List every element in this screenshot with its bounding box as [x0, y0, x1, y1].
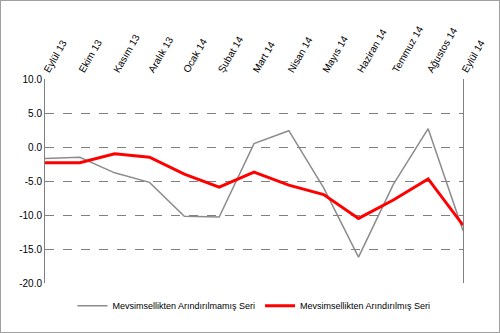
svg-text:Şubat 14: Şubat 14 — [216, 34, 246, 75]
svg-text:Mart 14: Mart 14 — [251, 39, 278, 74]
svg-text:Ocak 14: Ocak 14 — [181, 36, 209, 74]
svg-text:0.0: 0.0 — [28, 142, 42, 153]
svg-text:10.0: 10.0 — [23, 74, 43, 85]
svg-text:Mayıs 14: Mayıs 14 — [320, 33, 350, 74]
svg-text:Haziran 14: Haziran 14 — [355, 27, 389, 75]
svg-text:Temmuz 14: Temmuz 14 — [390, 24, 426, 75]
svg-text:Mevsimsellikten Arındırılmış S: Mevsimsellikten Arındırılmış Seri — [300, 301, 430, 311]
svg-text:Nisan 14: Nisan 14 — [285, 34, 314, 74]
svg-text:-5.0: -5.0 — [25, 176, 43, 187]
svg-text:Aralık 13: Aralık 13 — [146, 34, 175, 74]
svg-text:-10.0: -10.0 — [19, 210, 42, 221]
svg-text:-20.0: -20.0 — [19, 278, 42, 289]
svg-text:Mevsimsellikten Arındırılmamış: Mevsimsellikten Arındırılmamış Seri — [113, 301, 256, 311]
svg-text:Ağustos 14: Ağustos 14 — [425, 25, 460, 74]
svg-text:Eylül 13: Eylül 13 — [42, 38, 70, 75]
svg-text:5.0: 5.0 — [28, 108, 42, 119]
svg-text:Eylül 14: Eylül 14 — [460, 38, 488, 75]
svg-text:Ekim 13: Ekim 13 — [76, 37, 104, 74]
svg-text:Kasım 13: Kasım 13 — [111, 32, 142, 74]
svg-text:-15.0: -15.0 — [19, 244, 42, 255]
